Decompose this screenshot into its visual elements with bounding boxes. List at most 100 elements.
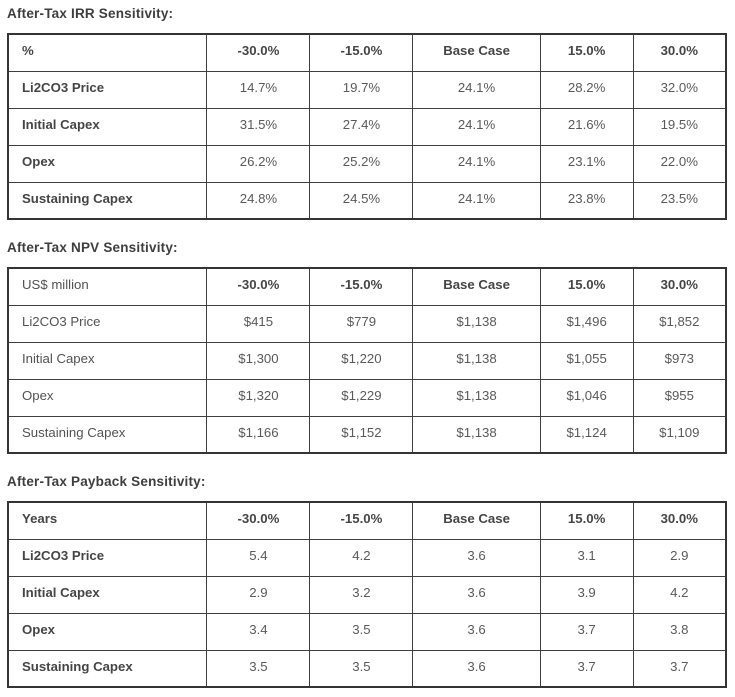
value-cell: 22.0% bbox=[632, 144, 727, 183]
value-cell: 3.4 bbox=[206, 612, 311, 651]
value-cell: 3.2 bbox=[309, 575, 414, 614]
value-cell: 24.1% bbox=[412, 70, 541, 109]
row-label-cell: Sustaining Capex bbox=[7, 181, 208, 220]
value-cell: 3.7 bbox=[632, 649, 727, 688]
column-header-base-case: Base Case bbox=[412, 501, 541, 540]
row-label-cell: Opex bbox=[7, 612, 208, 651]
npv-table-title: After-Tax NPV Sensitivity: bbox=[7, 240, 178, 255]
value-cell: $1,138 bbox=[412, 304, 541, 343]
column-header-base-case: Base Case bbox=[412, 267, 541, 306]
value-cell: 32.0% bbox=[632, 70, 727, 109]
table-row: Sustaining Capex $1,166 $1,152 $1,138 $1… bbox=[7, 415, 727, 454]
value-cell: 24.5% bbox=[309, 181, 414, 220]
table-row: Initial Capex 31.5% 27.4% 24.1% 21.6% 19… bbox=[7, 107, 727, 146]
column-header-minus15: -15.0% bbox=[309, 501, 414, 540]
payback-sensitivity-table: Years -30.0% -15.0% Base Case 15.0% 30.0… bbox=[7, 501, 727, 688]
row-label-cell: Li2CO3 Price bbox=[7, 304, 208, 343]
row-label-cell: Li2CO3 Price bbox=[7, 538, 208, 577]
payback-table-title: After-Tax Payback Sensitivity: bbox=[7, 474, 206, 489]
table-row: Initial Capex $1,300 $1,220 $1,138 $1,05… bbox=[7, 341, 727, 380]
irr-sensitivity-table: % -30.0% -15.0% Base Case 15.0% 30.0% Li… bbox=[7, 33, 727, 220]
value-cell: 19.5% bbox=[632, 107, 727, 146]
value-cell: 4.2 bbox=[632, 575, 727, 614]
value-cell: $1,152 bbox=[309, 415, 414, 454]
row-label-cell: Sustaining Capex bbox=[7, 415, 208, 454]
value-cell: $1,138 bbox=[412, 415, 541, 454]
table-row: Sustaining Capex 3.5 3.5 3.6 3.7 3.7 bbox=[7, 649, 727, 688]
npv-sensitivity-section: After-Tax NPV Sensitivity: US$ million -… bbox=[7, 241, 727, 454]
value-cell: 24.1% bbox=[412, 107, 541, 146]
value-cell: $955 bbox=[632, 378, 727, 417]
value-cell: $1,320 bbox=[206, 378, 311, 417]
column-header-plus15: 15.0% bbox=[539, 501, 634, 540]
payback-sensitivity-section: After-Tax Payback Sensitivity: Years -30… bbox=[7, 475, 727, 688]
value-cell: 4.2 bbox=[309, 538, 414, 577]
row-label-cell: Initial Capex bbox=[7, 575, 208, 614]
value-cell: $1,166 bbox=[206, 415, 311, 454]
value-cell: 27.4% bbox=[309, 107, 414, 146]
value-cell: 25.2% bbox=[309, 144, 414, 183]
value-cell: 24.1% bbox=[412, 181, 541, 220]
unit-header-cell: Years bbox=[7, 501, 208, 540]
value-cell: 3.6 bbox=[412, 612, 541, 651]
value-cell: $1,496 bbox=[539, 304, 634, 343]
table-row: Li2CO3 Price 5.4 4.2 3.6 3.1 2.9 bbox=[7, 538, 727, 577]
column-header-minus30: -30.0% bbox=[206, 267, 311, 306]
npv-sensitivity-table: US$ million -30.0% -15.0% Base Case 15.0… bbox=[7, 267, 727, 454]
unit-header-cell: % bbox=[7, 33, 208, 72]
value-cell: 3.9 bbox=[539, 575, 634, 614]
value-cell: 31.5% bbox=[206, 107, 311, 146]
value-cell: 21.6% bbox=[539, 107, 634, 146]
table-row: Opex 26.2% 25.2% 24.1% 23.1% 22.0% bbox=[7, 144, 727, 183]
value-cell: $1,109 bbox=[632, 415, 727, 454]
value-cell: 2.9 bbox=[206, 575, 311, 614]
table-row: Opex 3.4 3.5 3.6 3.7 3.8 bbox=[7, 612, 727, 651]
value-cell: 3.5 bbox=[206, 649, 311, 688]
value-cell: $1,124 bbox=[539, 415, 634, 454]
row-label-cell: Initial Capex bbox=[7, 341, 208, 380]
value-cell: $1,229 bbox=[309, 378, 414, 417]
value-cell: 3.5 bbox=[309, 649, 414, 688]
value-cell: 23.1% bbox=[539, 144, 634, 183]
column-header-plus30: 30.0% bbox=[632, 33, 727, 72]
value-cell: $1,046 bbox=[539, 378, 634, 417]
value-cell: $415 bbox=[206, 304, 311, 343]
value-cell: 3.8 bbox=[632, 612, 727, 651]
value-cell: 5.4 bbox=[206, 538, 311, 577]
irr-sensitivity-section: After-Tax IRR Sensitivity: % -30.0% -15.… bbox=[7, 7, 727, 220]
value-cell: $1,220 bbox=[309, 341, 414, 380]
value-cell: 24.1% bbox=[412, 144, 541, 183]
value-cell: 3.6 bbox=[412, 538, 541, 577]
column-header-plus30: 30.0% bbox=[632, 267, 727, 306]
table-row: Li2CO3 Price $415 $779 $1,138 $1,496 $1,… bbox=[7, 304, 727, 343]
value-cell: 26.2% bbox=[206, 144, 311, 183]
header-row: US$ million -30.0% -15.0% Base Case 15.0… bbox=[7, 267, 727, 306]
column-header-plus30: 30.0% bbox=[632, 501, 727, 540]
value-cell: $973 bbox=[632, 341, 727, 380]
value-cell: 2.9 bbox=[632, 538, 727, 577]
row-label-cell: Opex bbox=[7, 144, 208, 183]
value-cell: 3.1 bbox=[539, 538, 634, 577]
value-cell: 3.7 bbox=[539, 649, 634, 688]
value-cell: $779 bbox=[309, 304, 414, 343]
row-label-cell: Sustaining Capex bbox=[7, 649, 208, 688]
table-row: Li2CO3 Price 14.7% 19.7% 24.1% 28.2% 32.… bbox=[7, 70, 727, 109]
value-cell: 3.7 bbox=[539, 612, 634, 651]
value-cell: 24.8% bbox=[206, 181, 311, 220]
column-header-minus15: -15.0% bbox=[309, 267, 414, 306]
row-label-cell: Li2CO3 Price bbox=[7, 70, 208, 109]
table-row: Sustaining Capex 24.8% 24.5% 24.1% 23.8%… bbox=[7, 181, 727, 220]
value-cell: $1,852 bbox=[632, 304, 727, 343]
value-cell: $1,055 bbox=[539, 341, 634, 380]
column-header-base-case: Base Case bbox=[412, 33, 541, 72]
unit-header-cell: US$ million bbox=[7, 267, 208, 306]
column-header-minus30: -30.0% bbox=[206, 33, 311, 72]
value-cell: $1,138 bbox=[412, 341, 541, 380]
column-header-plus15: 15.0% bbox=[539, 267, 634, 306]
value-cell: 3.6 bbox=[412, 575, 541, 614]
irr-table-title: After-Tax IRR Sensitivity: bbox=[7, 6, 174, 21]
column-header-minus15: -15.0% bbox=[309, 33, 414, 72]
value-cell: 3.5 bbox=[309, 612, 414, 651]
header-row: % -30.0% -15.0% Base Case 15.0% 30.0% bbox=[7, 33, 727, 72]
